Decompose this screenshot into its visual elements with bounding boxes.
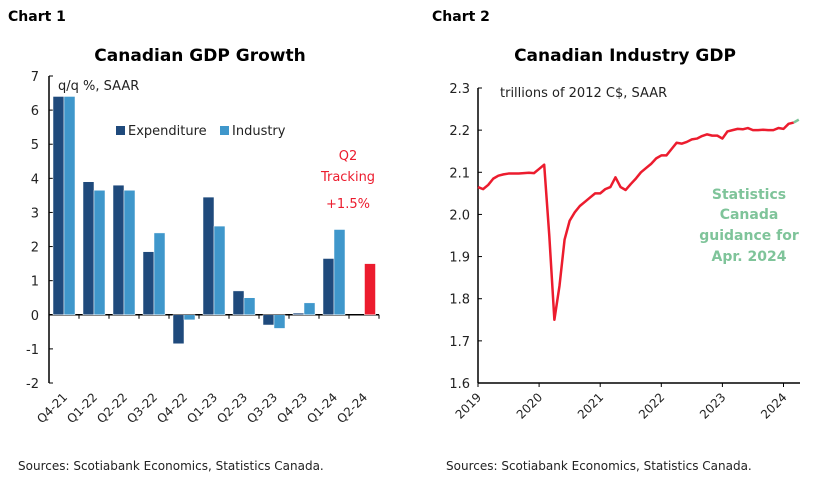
bar-industry bbox=[243, 297, 256, 316]
bar-industry bbox=[273, 314, 286, 329]
annotation-line: Apr. 2024 bbox=[712, 249, 787, 265]
legend-swatch-expenditure bbox=[116, 126, 125, 135]
chart1-label: Chart 1 bbox=[8, 9, 66, 25]
chart2-label: Chart 2 bbox=[432, 9, 490, 25]
annotation-line: +1.5% bbox=[326, 197, 370, 212]
y-tick-label: 1.9 bbox=[449, 251, 470, 266]
bar-industry bbox=[123, 190, 136, 316]
legend-expenditure: Expenditure bbox=[128, 124, 207, 139]
industry-gdp-line bbox=[477, 121, 794, 322]
chart2-source: Sources: Scotiabank Economics, Statistic… bbox=[446, 459, 752, 473]
y-tick-label: 2 bbox=[31, 241, 39, 256]
annotation-line: Q2 bbox=[339, 149, 358, 164]
bar-expenditure bbox=[232, 290, 245, 316]
annotation-line: Tracking bbox=[320, 170, 375, 185]
chart1-source: Sources: Scotiabank Economics, Statistic… bbox=[18, 459, 324, 473]
y-tick-label: 5 bbox=[31, 138, 39, 153]
y-tick-label: 7 bbox=[31, 70, 39, 85]
x-tick-label: 2020 bbox=[514, 390, 545, 421]
chart1-ylabel: q/q %, SAAR bbox=[58, 79, 139, 94]
x-tick-label: Q3-22 bbox=[124, 390, 160, 426]
x-tick-label: 2024 bbox=[758, 390, 789, 421]
chart2-annotation: Statistics Canada guidance for Apr. 2024 bbox=[699, 187, 799, 265]
legend-swatch-industry bbox=[220, 126, 229, 135]
annotation-line: guidance for bbox=[699, 228, 799, 244]
y-tick-label: 3 bbox=[31, 206, 39, 221]
x-tick-label: Q3-23 bbox=[244, 390, 280, 426]
bar-industry bbox=[63, 96, 76, 316]
annotation-line: Statistics bbox=[712, 187, 786, 203]
y-tick-label: 2.2 bbox=[449, 124, 470, 139]
y-tick-label: 6 bbox=[31, 104, 39, 119]
bar-industry bbox=[303, 302, 316, 316]
bar-industry bbox=[213, 225, 226, 316]
x-tick-label: 2023 bbox=[697, 390, 728, 421]
y-tick-label: 1.7 bbox=[449, 335, 470, 350]
bar-industry bbox=[93, 190, 106, 316]
bar-industry bbox=[333, 229, 346, 316]
y-tick-label: 1.8 bbox=[449, 293, 470, 308]
bar-expenditure bbox=[292, 312, 305, 316]
bar-q2-tracking bbox=[364, 263, 376, 316]
legend-industry: Industry bbox=[232, 124, 286, 139]
y-tick-label: 1.6 bbox=[449, 377, 470, 392]
y-tick-label: -1 bbox=[26, 343, 39, 358]
y-tick-label: 2.0 bbox=[449, 208, 470, 223]
y-tick-label: 2.1 bbox=[449, 166, 470, 181]
y-tick-label: 4 bbox=[31, 172, 39, 187]
x-tick-label: Q2-22 bbox=[94, 390, 130, 426]
chart1-annotation: Q2 Tracking +1.5% bbox=[320, 149, 375, 212]
x-tick-label: Q4-23 bbox=[274, 390, 310, 426]
bar-expenditure bbox=[322, 258, 335, 316]
chart2-title: Canadian Industry GDP bbox=[514, 46, 736, 66]
bar-expenditure bbox=[172, 314, 185, 345]
y-tick-label: 2.3 bbox=[449, 82, 470, 97]
guidance-line bbox=[793, 118, 800, 124]
bar-industry bbox=[153, 232, 166, 316]
bar-expenditure bbox=[52, 96, 65, 316]
bar-expenditure bbox=[142, 251, 155, 316]
bar-expenditure bbox=[112, 184, 125, 316]
x-tick-label: Q2-24 bbox=[334, 390, 370, 426]
x-tick-label: Q4-22 bbox=[154, 390, 190, 426]
bar-expenditure bbox=[262, 314, 275, 326]
y-tick-label: 0 bbox=[31, 309, 39, 324]
bar-industry bbox=[183, 314, 196, 321]
x-tick-label: 2021 bbox=[575, 390, 606, 421]
chart1-title: Canadian GDP Growth bbox=[94, 46, 305, 66]
y-tick-label: -2 bbox=[26, 377, 39, 392]
x-tick-label: 2022 bbox=[636, 390, 667, 421]
annotation-line: Canada bbox=[720, 207, 779, 223]
chart1-legend: Expenditure Industry bbox=[116, 124, 286, 139]
x-tick-label: Q1-24 bbox=[304, 390, 340, 426]
bar-expenditure bbox=[82, 181, 95, 316]
x-tick-label: Q4-21 bbox=[34, 390, 70, 426]
chart2-ylabel: trillions of 2012 C$, SAAR bbox=[500, 86, 667, 101]
bar-expenditure bbox=[202, 196, 215, 316]
x-tick-label: Q2-23 bbox=[214, 390, 250, 426]
x-tick-label: Q1-23 bbox=[184, 390, 220, 426]
x-tick-label: 2019 bbox=[453, 390, 484, 421]
x-tick-label: Q1-22 bbox=[64, 390, 100, 426]
y-tick-label: 1 bbox=[31, 275, 39, 290]
